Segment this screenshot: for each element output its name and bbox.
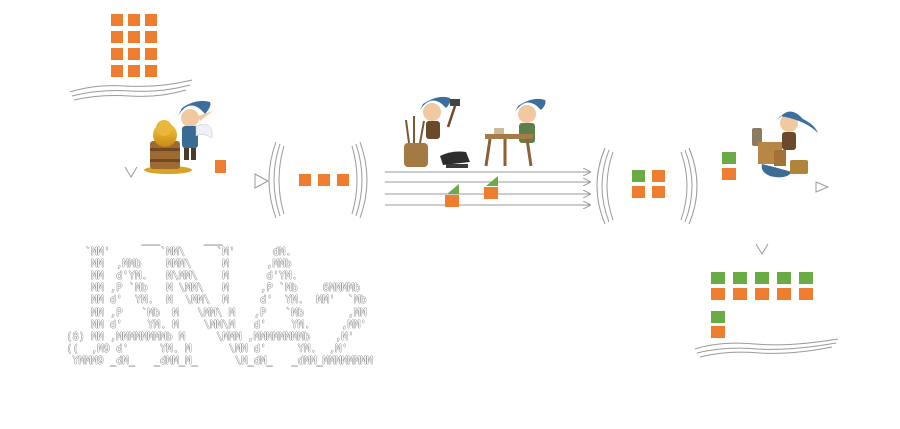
packed-bracket [597, 148, 697, 224]
down-arrow-icon [756, 244, 768, 254]
token-block [215, 160, 226, 173]
down-arrow-icon [125, 167, 137, 177]
carpenter-elf-icon [485, 99, 546, 166]
input-block-stack [111, 14, 157, 77]
token-block [484, 187, 498, 199]
packed-block [722, 152, 736, 164]
jan4s-ascii-logo: ___ ___ `MM' `MM\ `M' dM. MM ,MMb MMM\ M… [60, 234, 373, 367]
token-block [318, 174, 330, 186]
packed-block [722, 168, 736, 180]
token-block [337, 174, 349, 186]
arrow-right-icon [816, 182, 828, 192]
tag-icon [486, 176, 498, 186]
blacksmith-elf-icon [404, 97, 470, 168]
tailor-elf-icon [752, 111, 818, 177]
packed-block [652, 170, 665, 182]
input-tray [70, 80, 192, 100]
packed-block [652, 186, 665, 198]
packed-block [632, 170, 645, 182]
output-tray [695, 339, 838, 357]
tag-icon [447, 184, 459, 194]
beehive-elf-icon [144, 101, 213, 174]
output-block-stack [711, 272, 813, 338]
token-block [299, 174, 311, 186]
packed-block [632, 186, 645, 198]
arrow-right-icon [255, 174, 268, 188]
token-block [445, 195, 459, 207]
